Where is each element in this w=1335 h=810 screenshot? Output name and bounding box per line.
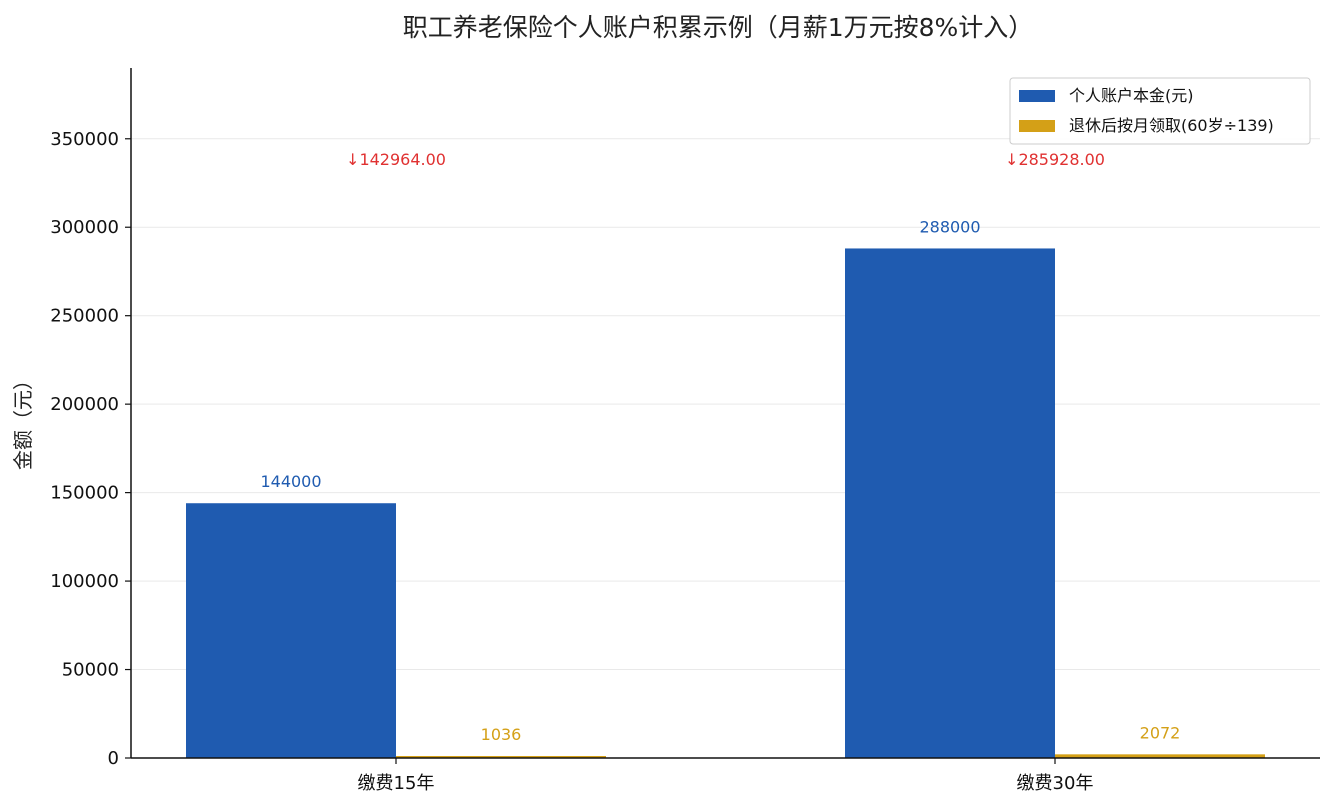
bar-value-label: 2072 bbox=[1140, 723, 1181, 742]
legend-label-principal: 个人账户本金(元) bbox=[1069, 86, 1194, 105]
axes bbox=[130, 68, 1320, 759]
bar-value-label: 288000 bbox=[919, 217, 980, 236]
chart-title: 职工养老保险个人账户积累示例（月薪1万元按8%计入） bbox=[403, 13, 1034, 42]
y-tick-label: 100000 bbox=[50, 571, 119, 592]
x-tick-label: 缴费15年 bbox=[358, 773, 435, 794]
legend-swatch-monthly bbox=[1019, 120, 1055, 132]
y-tick-label: 250000 bbox=[50, 306, 119, 327]
legend-frame bbox=[1009, 77, 1311, 145]
difference-annotation: ↓285928.00 bbox=[1005, 150, 1105, 169]
y-tick-label: 300000 bbox=[50, 217, 119, 238]
bar-monthly-0 bbox=[396, 756, 606, 758]
x-tick-label: 缴费30年 bbox=[1017, 773, 1094, 794]
legend-label-monthly: 退休后按月领取(60岁÷139) bbox=[1069, 116, 1274, 135]
data-labels: 144000 288000 1036 2072 ↓142964.00 ↓285928.00 bbox=[260, 150, 1180, 744]
y-tick-label: 150000 bbox=[50, 483, 119, 504]
y-tick-label: 200000 bbox=[50, 394, 119, 415]
bar-value-label: 1036 bbox=[481, 725, 522, 744]
y-axis-label: 金额（元） bbox=[11, 370, 35, 470]
legend-swatch-principal bbox=[1019, 90, 1055, 102]
y-tick-label: 0 bbox=[108, 748, 119, 769]
bar-principal-0 bbox=[186, 503, 396, 758]
difference-annotation: ↓142964.00 bbox=[346, 150, 446, 169]
bar-groups bbox=[186, 248, 1265, 758]
legend: 个人账户本金(元) 退休后按月领取(60岁÷139) bbox=[1009, 77, 1311, 145]
y-tick-label: 350000 bbox=[50, 129, 119, 150]
bar-monthly-1 bbox=[1055, 754, 1265, 758]
bar-principal-1 bbox=[845, 248, 1055, 758]
bar-value-label: 144000 bbox=[260, 472, 321, 491]
axis-ticks: 0 50000 100000 150000 200000 250000 300000 3500… bbox=[50, 129, 1093, 794]
y-tick-label: 50000 bbox=[62, 660, 119, 681]
